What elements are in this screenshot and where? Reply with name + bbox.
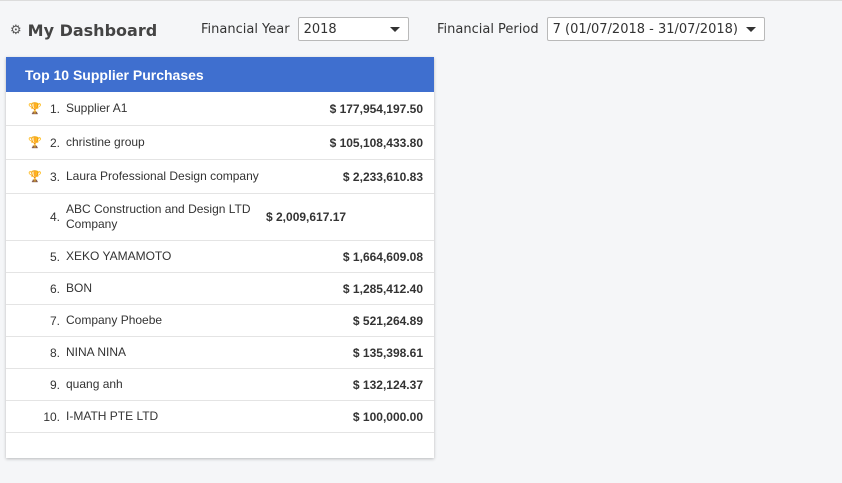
table-row[interactable]: 🏆 2. christine group $ 105,108,433.80 [6, 126, 434, 160]
top-suppliers-panel: Top 10 Supplier Purchases 🏆 1. Supplier A1… [6, 57, 434, 458]
rank-number: 6. [49, 281, 60, 296]
purchase-amount: $ 2,233,610.83 [342, 169, 423, 184]
rank-number: 2. [49, 135, 60, 150]
financial-period-value: 7 (01/07/2018 - 31/07/2018) [552, 21, 738, 37]
supplier-name: quang anh [66, 377, 123, 391]
financial-period-label: Financial Period [437, 21, 539, 37]
supplier-name: XEKO YAMAMOTO [66, 249, 172, 263]
financial-period-filter: Financial Period 7 (01/07/2018 - 31/07/2… [437, 17, 765, 41]
financial-year-value: 2018 [303, 21, 337, 37]
rank-number: 3. [49, 169, 60, 184]
supplier-name: Laura Professional Design company [66, 169, 259, 183]
rank-number: 7. [49, 313, 60, 328]
rank-number: 5. [49, 249, 60, 264]
financial-year-filter: Financial Year 2018 [201, 17, 409, 41]
purchase-amount: $ 135,398.61 [352, 345, 423, 360]
table-row[interactable]: 4. ABC Construction and Design LTD Compan… [6, 194, 434, 241]
purchase-amount: $ 1,664,609.08 [342, 249, 423, 264]
supplier-name: BON [66, 281, 93, 295]
chevron-down-icon [745, 26, 756, 32]
supplier-name: christine group [66, 135, 145, 149]
rank-number: 8. [49, 345, 60, 360]
purchase-amount: $ 132,124.37 [352, 377, 423, 392]
trophy-gold-icon: 🏆 [28, 103, 42, 115]
supplier-name: NINA NINA [66, 345, 127, 359]
gear-icon[interactable]: ⚙ [10, 22, 22, 38]
table-row[interactable]: 7. Company Phoebe $ 521,264.89 [6, 305, 434, 337]
table-row[interactable]: 🏆 3. Laura Professional Design company $ 2,… [6, 160, 434, 194]
rank-number: 4. [49, 210, 60, 224]
table-row[interactable]: 10. I-MATH PTE LTD $ 100,000.00 [6, 401, 434, 433]
table-row[interactable]: 🏆 1. Supplier A1 $ 177,954,197.50 [6, 92, 434, 126]
financial-year-select[interactable]: 2018 [297, 17, 409, 41]
supplier-name: ABC Construction and Design LTD Company [66, 202, 251, 231]
table-row[interactable]: 9. quang anh $ 132,124.37 [6, 369, 434, 401]
table-row[interactable]: 6. BON $ 1,285,412.40 [6, 273, 434, 305]
purchase-amount: $ 177,954,197.50 [329, 101, 423, 116]
purchase-amount: $ 521,264.89 [352, 313, 423, 328]
rank-number: 1. [49, 101, 60, 116]
chevron-down-icon [389, 26, 400, 32]
page-title-text: My Dashboard [27, 20, 158, 40]
financial-period-select[interactable]: 7 (01/07/2018 - 31/07/2018) [546, 17, 765, 41]
trophy-silver-icon: 🏆 [28, 137, 42, 149]
supplier-name: Supplier A1 [66, 101, 128, 115]
purchase-amount: $ 2,009,617.17 [266, 210, 347, 224]
rank-number: 10. [43, 409, 60, 424]
purchase-amount: $ 105,108,433.80 [329, 135, 423, 150]
table-row[interactable]: 8. NINA NINA $ 135,398.61 [6, 337, 434, 369]
table-row[interactable]: 5. XEKO YAMAMOTO $ 1,664,609.08 [6, 241, 434, 273]
purchase-amount: $ 1,285,412.40 [342, 281, 423, 296]
financial-year-label: Financial Year [201, 21, 290, 37]
purchase-amount: $ 100,000.00 [352, 409, 423, 424]
dashboard-header: ⚙ My Dashboard [10, 17, 157, 43]
page-title: ⚙ My Dashboard [10, 21, 157, 40]
supplier-list: 🏆 1. Supplier A1 $ 177,954,197.50 🏆 2. christi… [6, 92, 434, 433]
panel-title: Top 10 Supplier Purchases [6, 57, 434, 92]
supplier-name: I-MATH PTE LTD [66, 409, 159, 423]
trophy-bronze-icon: 🏆 [28, 171, 42, 183]
rank-number: 9. [49, 377, 60, 392]
supplier-name: Company Phoebe [66, 313, 163, 327]
